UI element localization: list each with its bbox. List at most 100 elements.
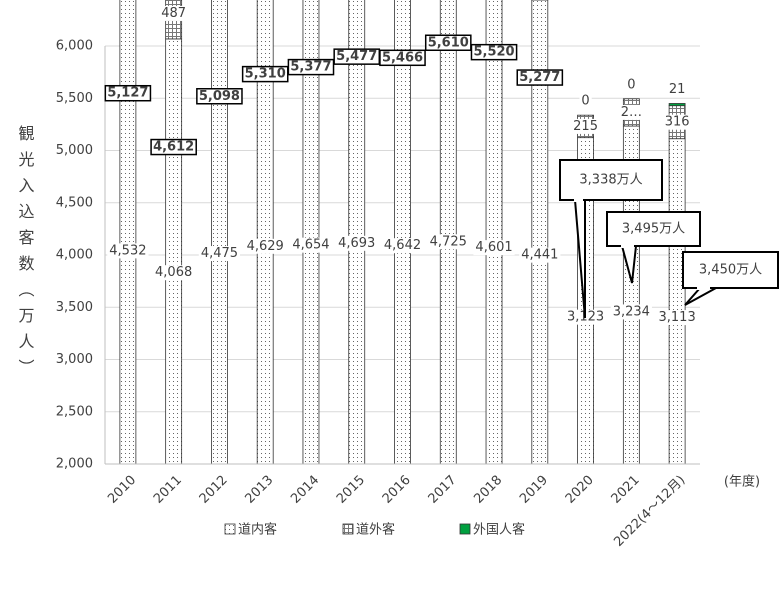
bar-segment [668, 138, 686, 465]
x-tick-label: 2011 [151, 473, 185, 507]
value-label: 4,068 [155, 265, 192, 280]
value-label: 4,601 [475, 240, 512, 255]
value-label-bg [153, 265, 195, 281]
x-tick-label: 2021 [609, 473, 643, 507]
bar-segment [165, 38, 183, 465]
bar-segment [394, 0, 411, 465]
value-label-bg [662, 114, 692, 130]
x-tick-label: 2019 [517, 473, 551, 507]
total-label: 5,127 [107, 86, 148, 101]
y-tick-label: 6,000 [56, 39, 93, 54]
total-label: 5,098 [199, 89, 240, 104]
x-tick-label: 2014 [288, 473, 322, 507]
x-tick-label: 2015 [334, 473, 368, 507]
x-tick-label: 2010 [105, 473, 139, 507]
total-label: 5,377 [290, 60, 331, 75]
legend-label: 道内客 [238, 522, 277, 538]
value-label: 4,654 [292, 238, 329, 253]
callout-text: 3,338万人 [579, 173, 642, 188]
y-tick-label: 5,500 [56, 91, 93, 106]
bar-segment [485, 0, 503, 465]
total-label: 5,610 [428, 35, 469, 50]
total-label-bg [516, 69, 564, 86]
value-label: 2… [621, 105, 642, 120]
value-label: 3,234 [613, 304, 650, 319]
callout-text: 3,450万人 [699, 263, 762, 278]
x-tick-label: 2013 [242, 473, 276, 507]
total-label: 5,310 [245, 67, 286, 82]
x-tick-label: 2016 [380, 473, 414, 507]
value-label-bg [666, 81, 688, 97]
total-label-bg [470, 43, 518, 61]
value-label: 4,629 [247, 239, 284, 254]
callout-pointer [684, 287, 717, 306]
value-label-bg [579, 93, 592, 109]
value-label: 4,532 [109, 243, 146, 258]
y-tick-label: 2,500 [56, 404, 93, 419]
value-label: 316 [665, 115, 690, 130]
y-tick-label: 5,000 [56, 143, 93, 158]
value-label-bg [107, 243, 149, 259]
y-tick-label: 2,000 [56, 457, 93, 472]
callout-gap [574, 198, 583, 202]
value-label-bg [290, 237, 332, 253]
value-label: 4,725 [430, 234, 467, 249]
value-label-bg [159, 5, 189, 21]
value-label-bg [336, 235, 378, 251]
value-label: 3,113 [659, 310, 696, 325]
value-label: 21 [669, 82, 686, 97]
value-label-bg [473, 240, 515, 256]
x-tick-label: 2017 [426, 473, 460, 507]
callout-box [606, 211, 701, 247]
y-tick-label: 4,000 [56, 248, 93, 263]
value-label-bg [198, 246, 241, 262]
total-label-bg [104, 84, 152, 102]
value-label-bg [519, 247, 561, 263]
value-label: 0 [627, 77, 635, 92]
value-label-bg [427, 234, 469, 250]
value-label-bg [571, 118, 600, 134]
value-label-bg [381, 238, 424, 254]
bar-segment [348, 0, 366, 465]
total-label: 5,466 [382, 50, 423, 65]
x-tick-label: 2020 [563, 473, 597, 507]
bar-segment [119, 0, 137, 465]
legend-swatch [342, 523, 354, 535]
total-label-bg [379, 49, 426, 67]
bar-segment [211, 0, 228, 465]
total-label: 5,277 [519, 70, 560, 85]
y-axis-label: 観光入込客数（万人） [16, 125, 35, 385]
legend-label: 道外客 [356, 522, 395, 538]
callout-gap [621, 244, 634, 248]
y-tick-label: 3,500 [56, 300, 93, 315]
x-tick-label: 2012 [197, 473, 231, 507]
x-unit-label: (年度) [724, 474, 760, 490]
total-label: 5,520 [473, 45, 514, 60]
callout-box [559, 159, 663, 201]
value-label: 4,693 [338, 236, 375, 251]
y-tick-label: 3,000 [56, 352, 93, 367]
value-label-bg [618, 104, 644, 120]
total-label-bg [287, 58, 335, 76]
value-label-bg [656, 310, 698, 326]
y-tick-label: 4,500 [56, 195, 93, 210]
value-label-bg [610, 304, 652, 320]
legend-swatch [459, 523, 471, 535]
value-label: 215 [573, 119, 598, 134]
legend-label: 外国人客 [473, 522, 525, 538]
legend-swatch [224, 523, 236, 535]
value-label: 4,642 [384, 238, 421, 253]
bar-segment [668, 103, 686, 107]
callout-box [682, 251, 779, 289]
value-label: 4,441 [521, 248, 558, 263]
callout-gap [697, 286, 710, 290]
value-label: 4,475 [201, 246, 238, 261]
value-label-bg [244, 238, 286, 254]
total-label: 4,612 [153, 140, 194, 155]
total-label-bg [196, 88, 243, 105]
x-tick-label: 2018 [471, 473, 505, 507]
value-label-bg [625, 77, 638, 93]
total-label: 5,477 [336, 49, 377, 64]
bar-segment [439, 0, 457, 465]
